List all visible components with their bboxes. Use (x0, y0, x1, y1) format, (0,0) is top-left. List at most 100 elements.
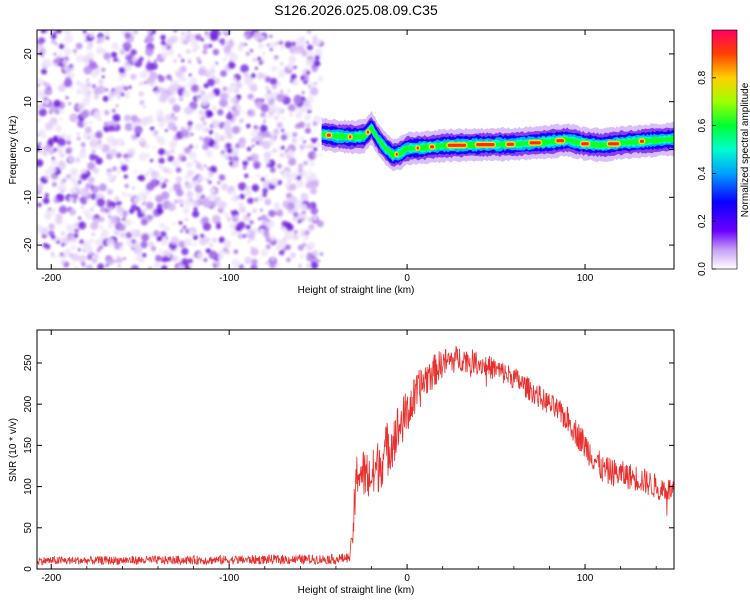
noise-blob (163, 168, 169, 174)
noise-blob (76, 88, 83, 95)
noise-blob (178, 221, 183, 225)
noise-blob (68, 175, 73, 181)
noise-blob (91, 149, 96, 154)
noise-blob (208, 129, 214, 135)
noise-blob (202, 143, 210, 151)
noise-blob (233, 249, 239, 254)
noise-blob (48, 86, 52, 90)
noise-blob (191, 84, 199, 92)
colorbar-tick-label: 0.2 (697, 214, 708, 228)
colorbar-ticks: 0.0 0.2 0.4 0.6 0.8 (697, 70, 716, 276)
noise-blob (139, 81, 144, 86)
noise-blob (126, 219, 132, 226)
noise-blob (59, 117, 63, 121)
noise-blob (81, 262, 85, 266)
noise-blob (260, 248, 269, 257)
noise-blob (270, 41, 276, 48)
heatmap-x-label: Height of straight line (km) (298, 285, 415, 296)
noise-blob (212, 237, 217, 243)
ridge-hot-core (349, 135, 352, 139)
noise-blob (60, 231, 66, 236)
noise-blob (43, 231, 47, 236)
noise-blob (48, 105, 56, 113)
heatmap-x-tick-label: 0 (404, 273, 410, 284)
noise-blob (211, 105, 218, 112)
noise-blob (258, 217, 262, 221)
noise-blob (57, 137, 66, 147)
noise-blob (79, 196, 86, 203)
noise-blob (73, 199, 77, 204)
noise-blob (202, 199, 212, 208)
noise-blob (140, 218, 148, 226)
noise-blob (106, 238, 115, 247)
noise-blob (77, 119, 85, 128)
noise-blob (260, 103, 269, 113)
noise-blob (281, 152, 288, 158)
noise-blob (178, 198, 184, 205)
snr-x-tick-label: -200 (41, 573, 61, 584)
noise-blob (55, 30, 63, 34)
noise-blob (150, 126, 155, 131)
noise-blob (48, 207, 51, 211)
noise-blob (244, 157, 248, 161)
noise-blob (56, 240, 60, 244)
noise-blob (314, 137, 318, 141)
noise-blob (252, 57, 257, 63)
noise-blob (309, 180, 318, 189)
ridge-hot-core (326, 133, 331, 137)
noise-blob (160, 230, 167, 238)
noise-blob (50, 39, 56, 44)
noise-blob (145, 201, 154, 210)
noise-blob (84, 126, 92, 134)
noise-blob (289, 113, 293, 117)
noise-blob (312, 115, 322, 125)
noise-blob (239, 119, 243, 123)
noise-blob (187, 120, 193, 127)
heatmap-signal-ridge (321, 110, 674, 172)
noise-blob (307, 151, 317, 160)
noise-blob (167, 202, 176, 212)
noise-blob (292, 79, 299, 86)
noise-blob (116, 95, 121, 99)
noise-blob (251, 184, 260, 192)
noise-blob (173, 30, 178, 33)
noise-blob (251, 138, 256, 143)
noise-blob (154, 90, 160, 96)
noise-blob (89, 139, 98, 148)
noise-blob (170, 148, 175, 154)
noise-blob (207, 91, 216, 100)
noise-blob (166, 248, 173, 255)
noise-blob (317, 259, 320, 263)
noise-blob (277, 181, 281, 185)
noise-blob (89, 153, 97, 161)
noise-blob (276, 238, 285, 248)
heatmap-y-tick-label: 10 (23, 96, 34, 108)
ridge-hot-core (447, 143, 467, 147)
noise-blob (300, 228, 306, 234)
noise-blob (235, 226, 241, 231)
noise-blob (151, 170, 160, 179)
noise-blob (161, 119, 167, 124)
noise-blob (84, 62, 88, 66)
noise-blob (293, 230, 298, 235)
noise-blob (70, 167, 79, 177)
noise-blob (299, 149, 304, 153)
noise-blob (311, 65, 319, 73)
noise-blob (203, 122, 206, 126)
noise-blob (124, 114, 131, 122)
noise-blob (111, 108, 116, 113)
noise-blob (79, 188, 88, 197)
noise-blob (262, 187, 269, 194)
noise-blob (184, 182, 191, 189)
noise-blob (262, 52, 266, 56)
noise-blob (301, 170, 309, 178)
noise-blob (139, 71, 148, 79)
noise-blob (308, 85, 311, 88)
noise-blob (83, 30, 87, 34)
noise-blob (308, 169, 312, 173)
noise-blob (217, 200, 227, 210)
noise-blob (105, 112, 109, 115)
noise-blob (250, 84, 258, 92)
noise-blob (141, 202, 145, 206)
noise-blob (121, 142, 125, 146)
